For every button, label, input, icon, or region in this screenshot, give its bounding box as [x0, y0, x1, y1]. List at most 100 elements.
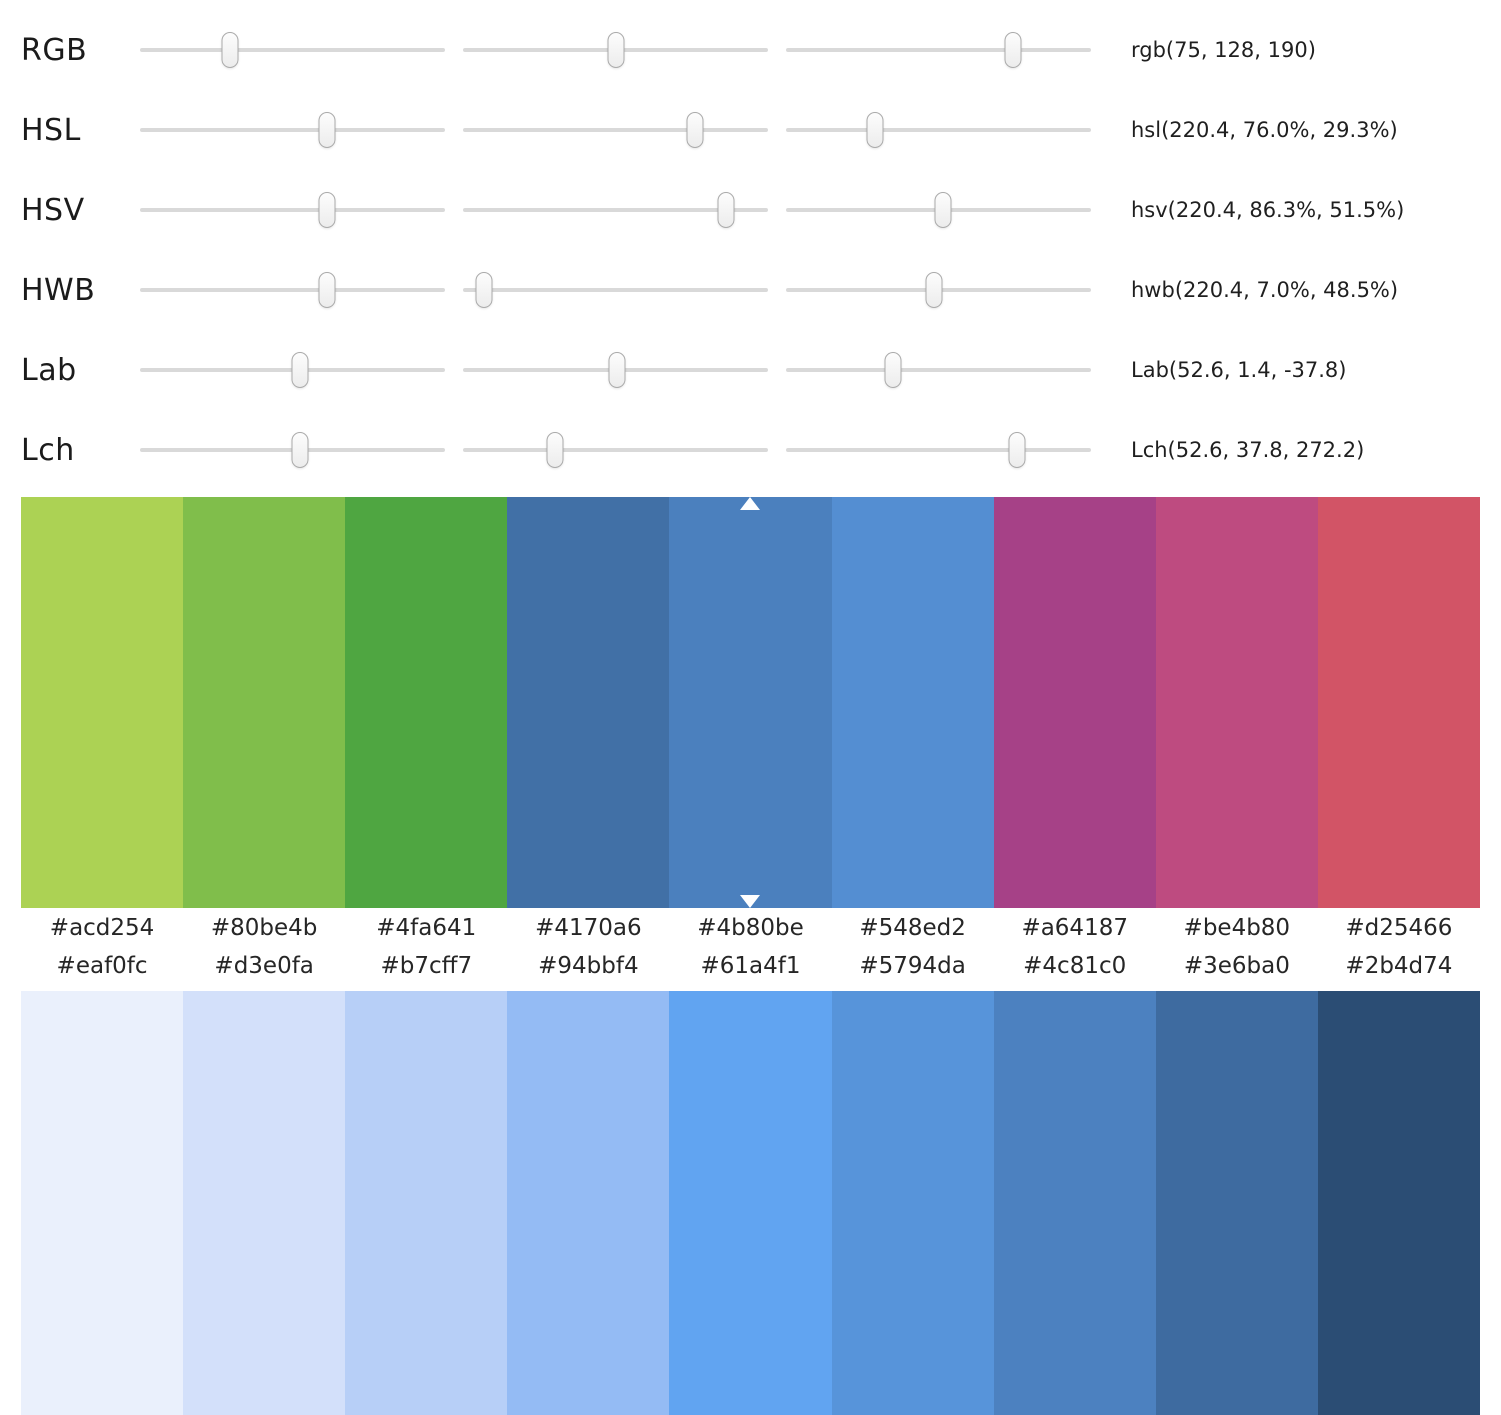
rgb-red-slider[interactable]: [140, 27, 445, 73]
palette-swatch[interactable]: [507, 497, 670, 908]
lch-c-slider[interactable]: [463, 427, 768, 473]
lab-value-text: Lab(52.6, 1.4, -37.8): [1131, 358, 1347, 382]
hsv-value-text: hsv(220.4, 86.3%, 51.5%): [1131, 198, 1405, 222]
hex-label: #5794da: [859, 953, 966, 979]
slider-row-hsv: HSV hsv(220.4, 86.3%, 51.5%): [21, 170, 1501, 250]
lch-value-text: Lch(52.6, 37.8, 272.2): [1131, 438, 1365, 462]
colorspace-label-hsl: HSL: [21, 112, 81, 148]
palette-swatch[interactable]: [1155, 991, 1318, 1415]
slider-track[interactable]: [463, 288, 768, 292]
hsv-saturation-slider[interactable]: [463, 187, 768, 233]
slider-handle[interactable]: [1008, 432, 1026, 468]
selected-swatch-marker-top-icon: [740, 497, 761, 510]
palette-swatch[interactable]: [1317, 991, 1480, 1415]
colorspace-sliders-panel: RGB rgb(75, 128, 190) HSL hsl(220.4,: [0, 0, 1501, 490]
hex-label: #4170a6: [535, 915, 642, 941]
palette-swatch[interactable]: [831, 991, 994, 1415]
slider-handle[interactable]: [318, 272, 336, 308]
hex-label: #d25466: [1345, 915, 1453, 941]
slider-row-rgb: RGB rgb(75, 128, 190): [21, 10, 1501, 90]
slider-track[interactable]: [463, 128, 768, 132]
slider-track[interactable]: [140, 128, 445, 132]
slider-track[interactable]: [140, 48, 445, 52]
slider-row-hwb: HWB hwb(220.4, 7.0%, 48.5%): [21, 250, 1501, 330]
slider-handle[interactable]: [221, 32, 239, 68]
colorspace-label-lch: Lch: [21, 432, 75, 468]
slider-track[interactable]: [786, 368, 1091, 372]
hue-palette-strip: [21, 497, 1480, 908]
slider-handle[interactable]: [318, 192, 336, 228]
slider-track[interactable]: [786, 128, 1091, 132]
lab-b-slider[interactable]: [786, 347, 1091, 393]
hex-label: #4c81c0: [1023, 953, 1127, 979]
slider-handle[interactable]: [1004, 32, 1022, 68]
palette-swatch[interactable]: [669, 991, 832, 1415]
rgb-blue-slider[interactable]: [786, 27, 1091, 73]
hex-label: #d3e0fa: [214, 953, 314, 979]
slider-handle[interactable]: [291, 352, 309, 388]
lab-l-slider[interactable]: [140, 347, 445, 393]
hwb-blackness-slider[interactable]: [786, 267, 1091, 313]
slider-handle[interactable]: [884, 352, 902, 388]
palette-swatch-selected[interactable]: [669, 497, 832, 908]
palette-swatch[interactable]: [21, 497, 184, 908]
hex-label: #eaf0fc: [56, 953, 148, 979]
palette-swatch[interactable]: [1317, 497, 1480, 908]
slider-handle[interactable]: [318, 112, 336, 148]
palette-swatch[interactable]: [345, 497, 508, 908]
tint-shade-palette-strip: [21, 991, 1480, 1415]
colorspace-label-hwb: HWB: [21, 272, 96, 308]
slider-row-hsl: HSL hsl(220.4, 76.0%, 29.3%): [21, 90, 1501, 170]
tint-shade-hex-labels: #eaf0fc #d3e0fa #b7cff7 #94bbf4 #61a4f1 …: [21, 950, 1480, 991]
palette-swatch[interactable]: [507, 991, 670, 1415]
hex-label: #548ed2: [859, 915, 966, 941]
palette-swatch[interactable]: [21, 991, 184, 1415]
slider-handle[interactable]: [934, 192, 952, 228]
hsl-saturation-slider[interactable]: [463, 107, 768, 153]
hex-label: #4b80be: [697, 915, 804, 941]
hex-label: #4fa641: [376, 915, 477, 941]
colorspace-label-hsv: HSV: [21, 192, 85, 228]
slider-handle[interactable]: [607, 32, 625, 68]
slider-track[interactable]: [463, 208, 768, 212]
slider-handle[interactable]: [866, 112, 884, 148]
hsl-hue-slider[interactable]: [140, 107, 445, 153]
hsv-hue-slider[interactable]: [140, 187, 445, 233]
palette-swatch[interactable]: [345, 991, 508, 1415]
hwb-hue-slider[interactable]: [140, 267, 445, 313]
hsl-lightness-slider[interactable]: [786, 107, 1091, 153]
slider-handle[interactable]: [925, 272, 943, 308]
palette-swatch[interactable]: [993, 497, 1156, 908]
slider-handle[interactable]: [291, 432, 309, 468]
colorspace-label-rgb: RGB: [21, 32, 88, 68]
rgb-green-slider[interactable]: [463, 27, 768, 73]
hex-label: #80be4b: [210, 915, 318, 941]
colorspace-label-lab: Lab: [21, 352, 77, 388]
lab-a-slider[interactable]: [463, 347, 768, 393]
slider-track[interactable]: [786, 48, 1091, 52]
palette-swatch[interactable]: [831, 497, 994, 908]
hex-label: #a64187: [1021, 915, 1128, 941]
hex-label: #be4b80: [1183, 915, 1291, 941]
slider-handle[interactable]: [475, 272, 493, 308]
slider-handle[interactable]: [686, 112, 704, 148]
hue-palette-hex-labels: #acd254 #80be4b #4fa641 #4170a6 #4b80be …: [21, 908, 1480, 950]
slider-handle[interactable]: [546, 432, 564, 468]
hex-label: #b7cff7: [380, 953, 473, 979]
palette-swatch[interactable]: [1155, 497, 1318, 908]
palette-swatch[interactable]: [993, 991, 1156, 1415]
slider-handle[interactable]: [608, 352, 626, 388]
hex-label: #acd254: [49, 915, 155, 941]
slider-row-lab: Lab Lab(52.6, 1.4, -37.8): [21, 330, 1501, 410]
slider-track[interactable]: [463, 448, 768, 452]
lch-h-slider[interactable]: [786, 427, 1091, 473]
lch-l-slider[interactable]: [140, 427, 445, 473]
hwb-whiteness-slider[interactable]: [463, 267, 768, 313]
palette-swatch[interactable]: [183, 497, 346, 908]
slider-track[interactable]: [140, 288, 445, 292]
palette-swatch[interactable]: [183, 991, 346, 1415]
slider-track[interactable]: [140, 208, 445, 212]
hsv-value-slider[interactable]: [786, 187, 1091, 233]
slider-handle[interactable]: [717, 192, 735, 228]
slider-track[interactable]: [786, 448, 1091, 452]
